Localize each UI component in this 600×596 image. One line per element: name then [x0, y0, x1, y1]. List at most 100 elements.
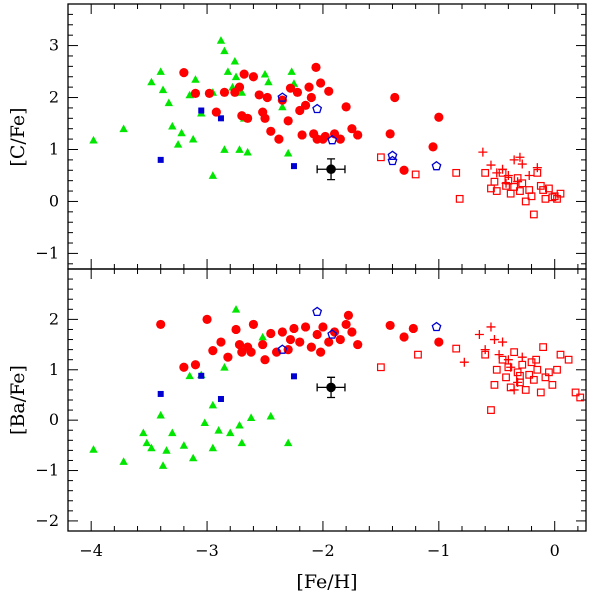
data-point-circle — [260, 113, 270, 123]
data-point-circle — [306, 342, 316, 352]
data-point-open-square — [539, 186, 548, 194]
data-point-open-square — [536, 388, 545, 397]
data-point-circle — [156, 319, 166, 330]
data-point-plus — [498, 164, 508, 174]
data-point-open-square — [376, 363, 385, 372]
data-point-plus — [503, 170, 513, 180]
data-point-triangle — [188, 453, 198, 462]
data-point-triangle — [208, 400, 218, 409]
data-point-pentagon — [277, 344, 288, 354]
data-point-open-square — [545, 184, 553, 193]
data-point-circle — [248, 72, 259, 82]
y-tick-label-carbon: −1 — [35, 243, 59, 262]
data-point-triangle — [223, 67, 233, 75]
data-point-circle — [262, 92, 272, 103]
data-point-plus — [489, 335, 499, 345]
data-point-open-square — [556, 189, 565, 198]
data-point-triangle — [220, 46, 229, 55]
data-point-circle — [277, 95, 287, 105]
data-point-triangle — [226, 428, 235, 437]
data-point-square — [157, 390, 164, 397]
data-point-circle — [260, 355, 270, 365]
data-point-open-square — [539, 343, 548, 351]
data-point-open-square — [490, 177, 499, 186]
plot-frame-barium — [67, 268, 587, 532]
y-tick-label-barium: −1 — [35, 461, 59, 480]
y-tick-label-carbon: 1 — [49, 139, 59, 158]
ticks-barium: −2 −1 0 1 2 — [35, 268, 586, 532]
data-point-open-square — [521, 197, 530, 206]
reference-point — [326, 164, 336, 175]
ticks-carbon: −1 0 1 2 3 — [35, 3, 586, 269]
data-point-open-square — [518, 360, 527, 369]
reference-point — [326, 382, 336, 393]
data-point-plus — [515, 152, 525, 162]
data-point-circle — [266, 126, 276, 136]
data-point-square — [157, 156, 164, 163]
data-point-plus — [459, 357, 469, 367]
data-point-circle — [289, 323, 299, 334]
data-point-triangle — [278, 102, 287, 111]
x-axis-label: [Fe/H] — [296, 571, 357, 593]
data-point-circle — [353, 130, 363, 140]
data-point-circle — [408, 323, 418, 334]
y-tick-label-barium: 2 — [49, 309, 59, 328]
data-point-circle — [248, 319, 259, 330]
data-point-plus — [532, 163, 542, 173]
y-tick-label-barium: 0 — [49, 410, 59, 429]
data-point-triangle — [230, 56, 240, 65]
data-point-plus — [509, 155, 519, 165]
data-point-triangle — [119, 124, 128, 133]
data-point-pentagon — [431, 321, 442, 332]
data-point-triangle — [89, 135, 98, 144]
data-point-open-square — [452, 344, 461, 353]
data-point-circle — [266, 328, 276, 339]
data-point-open-square — [556, 350, 565, 359]
data-point-circle — [341, 102, 351, 112]
data-point-circle — [283, 116, 293, 126]
data-point-circle — [385, 129, 395, 139]
data-point-circle — [316, 78, 326, 88]
y-tick-label-carbon: 0 — [49, 191, 59, 210]
data-point-open-square — [525, 186, 534, 194]
data-point-circle — [208, 346, 218, 356]
x-tick-label: 0 — [550, 541, 560, 560]
data-point-circle — [179, 362, 189, 372]
x-tick-label: −4 — [79, 541, 103, 560]
data-point-open-square — [510, 348, 519, 357]
data-point-circle — [246, 347, 256, 357]
panel-barium: −2 −1 0 1 2 — [35, 268, 587, 532]
data-point-open-square — [481, 168, 490, 177]
data-point-circle — [324, 86, 334, 96]
x-tick-labels: −4 −3 −2 −1 0 — [79, 541, 559, 560]
data-point-open-square — [545, 368, 553, 377]
data-point-circle — [304, 82, 314, 92]
data-point-circle — [428, 142, 438, 152]
data-point-circle — [311, 62, 321, 72]
data-point-triangle — [231, 72, 241, 81]
data-point-plus — [498, 337, 508, 347]
marks-carbon — [89, 36, 565, 219]
data-point-triangle — [185, 371, 194, 380]
data-point-open-square — [487, 406, 495, 414]
data-point-circle — [312, 329, 322, 340]
data-point-plus — [486, 160, 496, 170]
data-point-triangle — [237, 438, 247, 447]
data-point-pentagon — [277, 92, 288, 102]
data-point-triangle — [216, 36, 226, 44]
x-tick-label: −1 — [427, 541, 451, 560]
data-point-open-square — [548, 193, 557, 202]
data-point-pentagon — [387, 150, 398, 160]
data-point-circle — [306, 92, 316, 103]
data-point-circle — [239, 69, 249, 79]
data-point-open-square — [492, 365, 501, 374]
data-point-plus — [503, 355, 513, 365]
data-point-circle — [202, 314, 212, 324]
data-point-square — [290, 373, 297, 380]
x-tick-label: −2 — [311, 541, 335, 560]
data-point-open-square — [521, 386, 530, 394]
data-point-circle — [341, 319, 351, 330]
data-point-circle — [390, 92, 400, 103]
data-point-open-square — [536, 181, 545, 190]
